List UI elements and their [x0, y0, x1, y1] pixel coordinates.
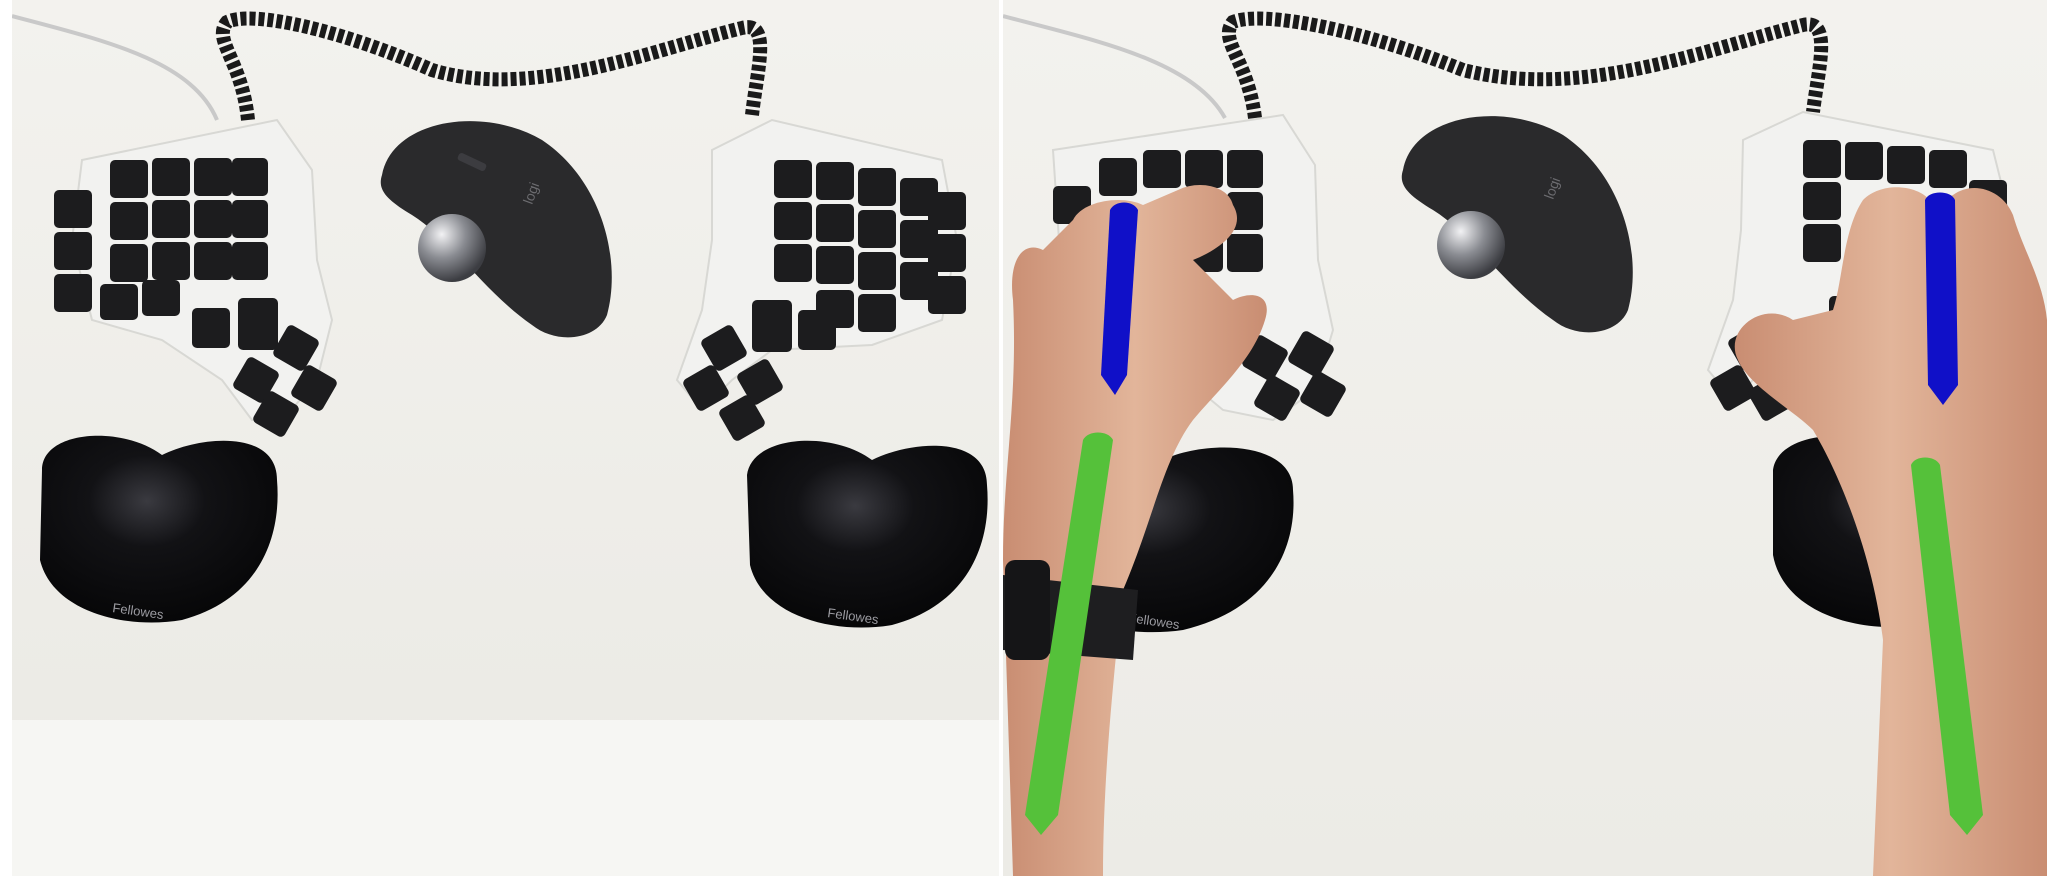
keyboard-right-half	[675, 118, 966, 441]
trackball-mouse: logi	[1401, 116, 1633, 333]
keycaps	[54, 158, 337, 437]
desk-lower-band	[12, 720, 999, 876]
photo-panel-left: logi	[12, 0, 999, 876]
wrist-rest-left: Fellowes	[40, 435, 278, 623]
wrist-rest-logo: Fellowes	[827, 605, 880, 627]
mouse-logo: logi	[520, 180, 542, 206]
alignment-overlay-left	[1025, 202, 1138, 835]
smartwatch	[1005, 560, 1050, 660]
trackball	[418, 214, 486, 282]
right-photo-drawing: logi Fellowes	[1003, 0, 2047, 876]
trackball-mouse: logi	[380, 121, 612, 338]
left-photo-drawing: logi	[12, 0, 999, 876]
forearm-alignment-line	[1911, 457, 1983, 835]
usb-cable	[1003, 14, 1227, 119]
forearm-alignment-line	[1025, 432, 1113, 835]
mouse-body	[380, 121, 612, 338]
wrist-rest-logo: Fellowes	[112, 600, 165, 622]
hand-alignment-line	[1101, 202, 1138, 395]
mouse-logo: logi	[1541, 175, 1563, 201]
coiled-cable	[1221, 11, 1829, 119]
panel-divider	[999, 0, 1003, 881]
photo-panel-right: logi Fellowes	[1003, 0, 2047, 876]
usb-cable	[12, 14, 219, 121]
hand-alignment-line	[1925, 192, 1958, 405]
alignment-overlay-right	[1911, 192, 1983, 835]
keycaps	[683, 160, 966, 441]
wrist-rest-right: Fellowes	[747, 440, 988, 628]
wrist-rest-logo: Fellowes	[1128, 610, 1181, 632]
keyboard-left-half	[54, 118, 337, 437]
